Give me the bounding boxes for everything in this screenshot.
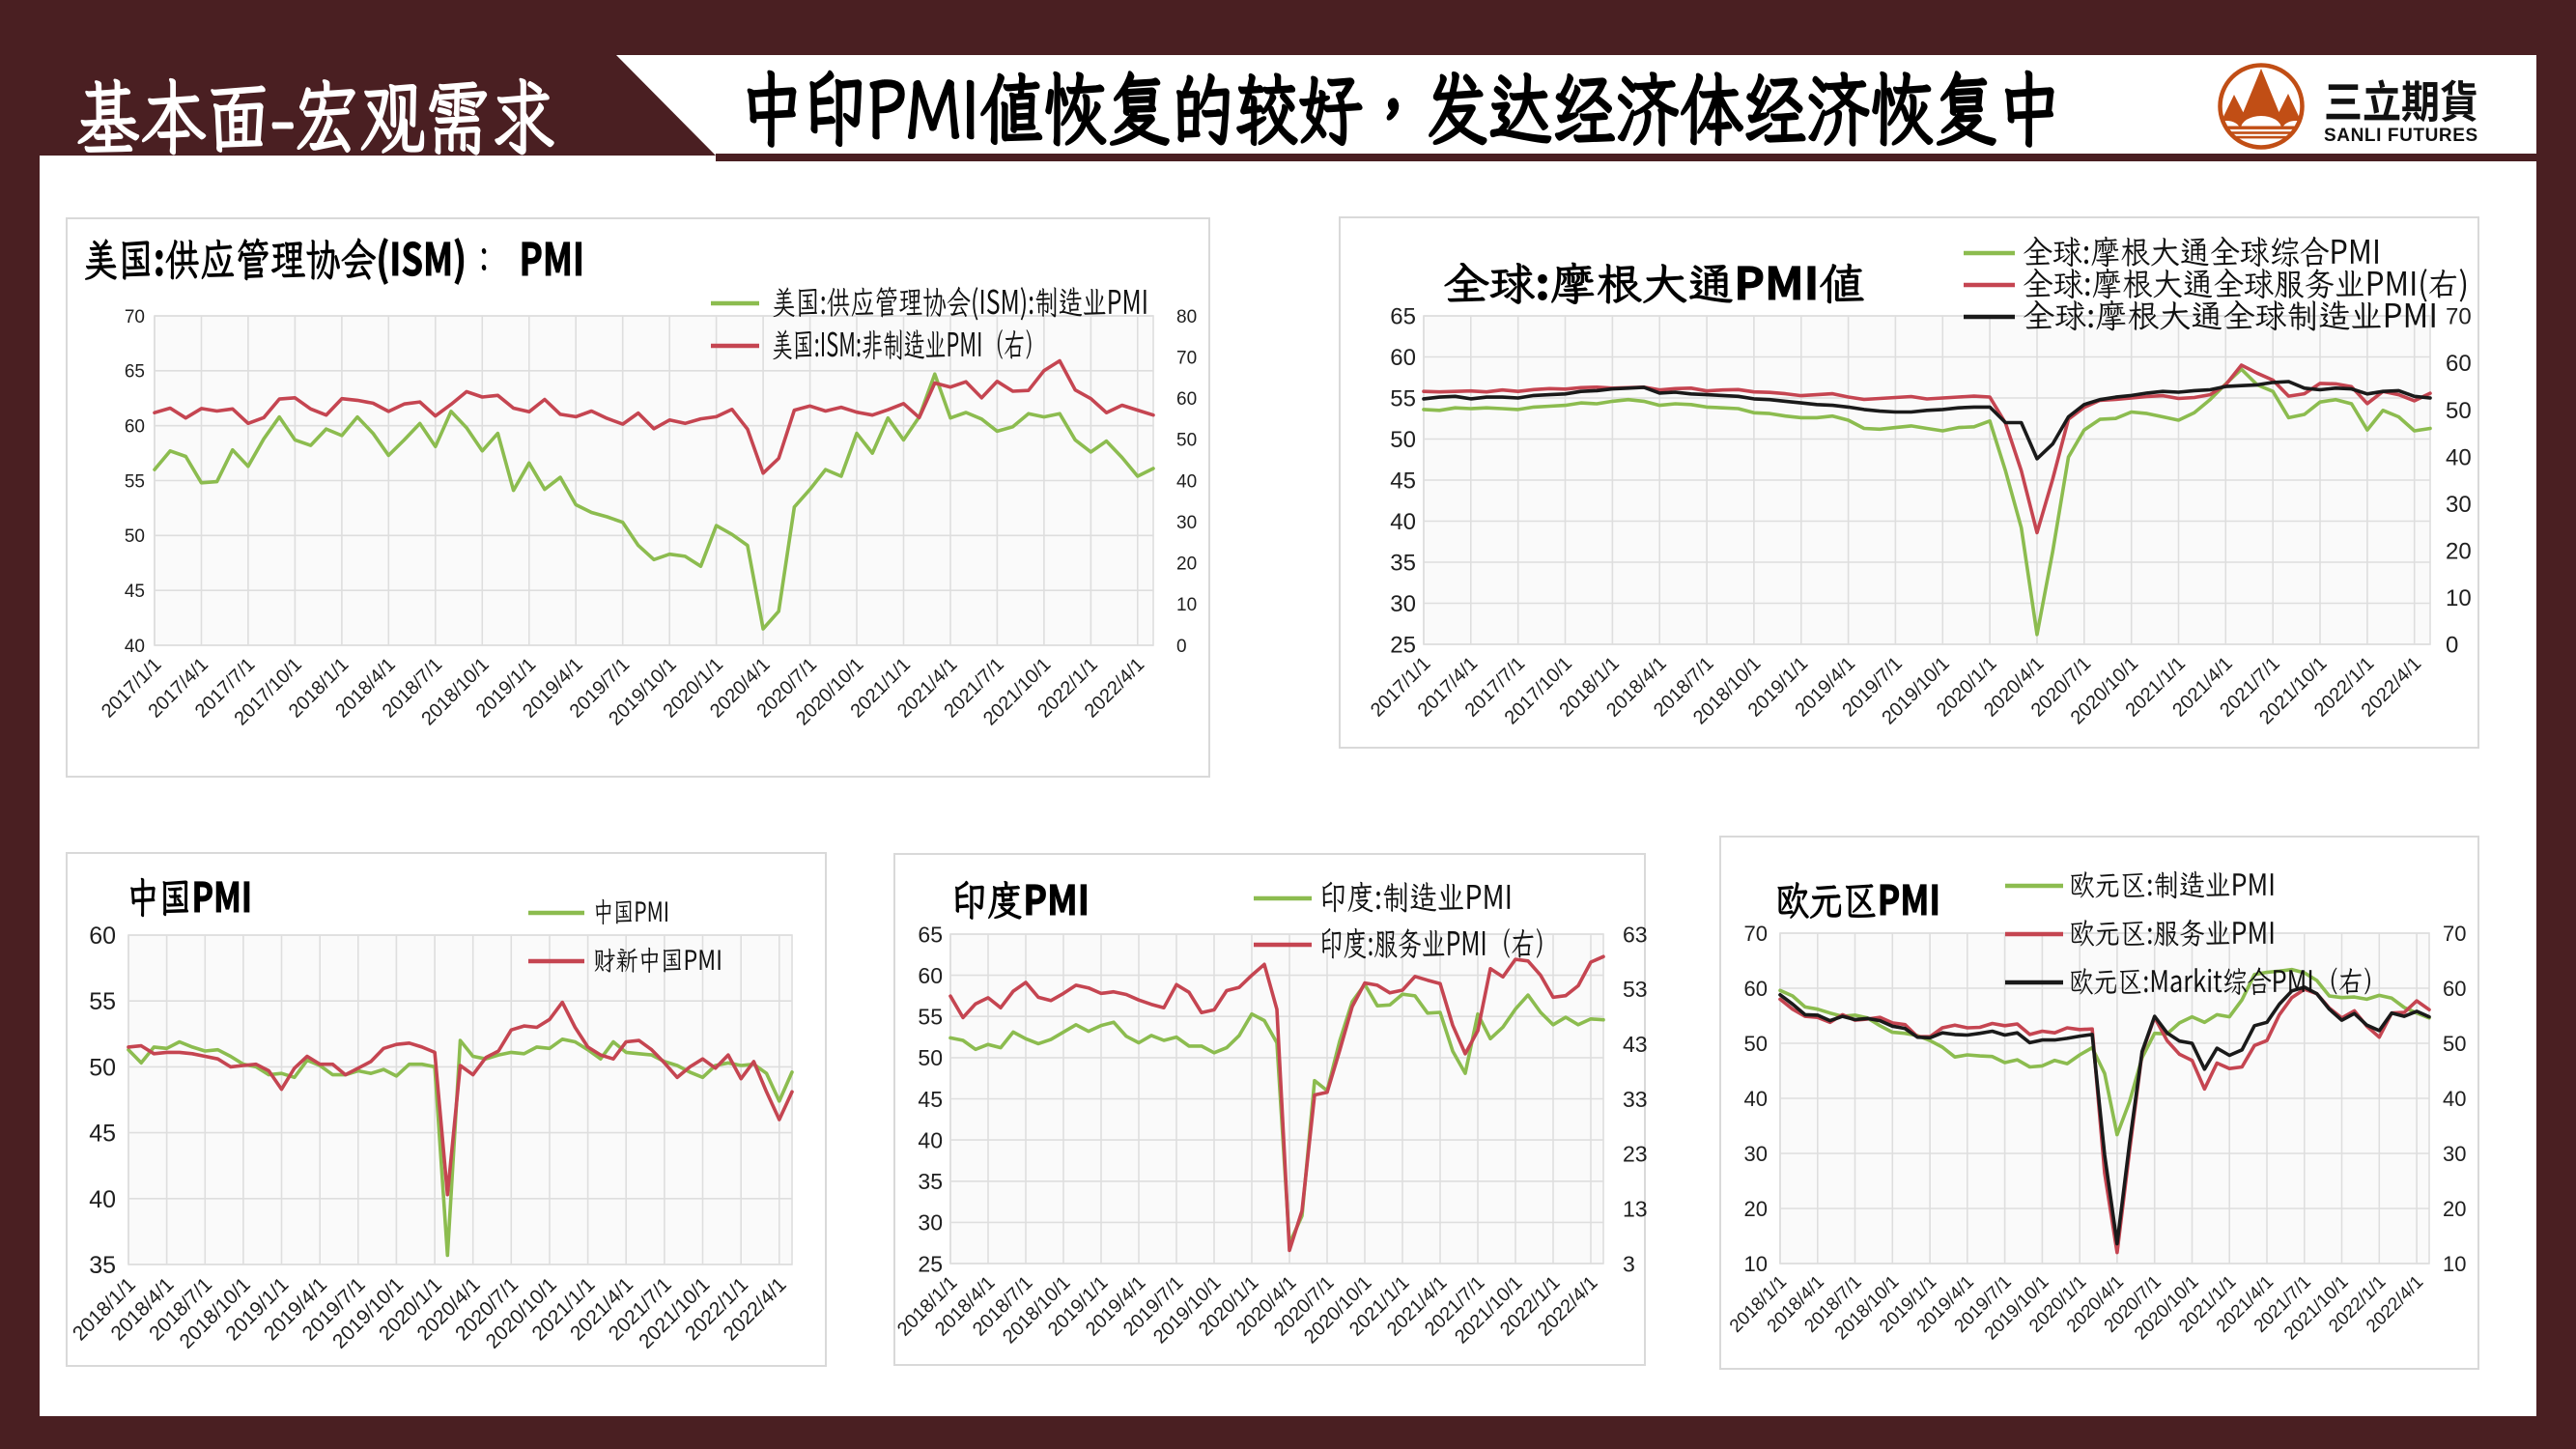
svg-text:60: 60 — [1744, 977, 1768, 1001]
svg-text:0: 0 — [2446, 633, 2458, 659]
svg-text:60: 60 — [2446, 351, 2472, 377]
svg-text:45: 45 — [1390, 469, 1416, 495]
svg-text:30: 30 — [2446, 492, 2472, 518]
svg-text:65: 65 — [1390, 304, 1416, 330]
svg-text:25: 25 — [918, 1251, 943, 1276]
svg-text:55: 55 — [1390, 386, 1416, 412]
svg-text:30: 30 — [2443, 1142, 2466, 1166]
svg-text:30: 30 — [918, 1210, 943, 1236]
svg-text:40: 40 — [918, 1127, 943, 1152]
svg-text:10: 10 — [2443, 1252, 2466, 1276]
svg-text:40: 40 — [2446, 444, 2472, 470]
svg-text:10: 10 — [1176, 595, 1197, 615]
svg-text:40: 40 — [1390, 509, 1416, 535]
svg-text:70: 70 — [1744, 922, 1768, 946]
svg-text:43: 43 — [1623, 1032, 1648, 1057]
svg-text:40: 40 — [2443, 1087, 2466, 1111]
svg-text:40: 40 — [1744, 1087, 1768, 1111]
svg-text:40: 40 — [89, 1186, 116, 1213]
svg-text:55: 55 — [918, 1005, 943, 1030]
svg-text:50: 50 — [1744, 1032, 1768, 1056]
svg-text:60: 60 — [918, 963, 943, 988]
svg-text:40: 40 — [1176, 471, 1197, 492]
svg-text:10: 10 — [2446, 585, 2472, 611]
svg-text:55: 55 — [125, 471, 145, 492]
svg-text:53: 53 — [1623, 977, 1648, 1002]
svg-text:60: 60 — [1176, 389, 1197, 410]
svg-text:30: 30 — [1744, 1142, 1768, 1166]
svg-text:50: 50 — [125, 526, 145, 547]
svg-text:70: 70 — [2443, 922, 2466, 946]
svg-text:SANLI FUTURES: SANLI FUTURES — [2324, 126, 2478, 146]
svg-text:0: 0 — [1176, 637, 1187, 657]
svg-text:50: 50 — [89, 1054, 116, 1081]
svg-text:63: 63 — [1623, 922, 1648, 947]
svg-text:10: 10 — [1744, 1252, 1768, 1276]
svg-text:20: 20 — [1744, 1197, 1768, 1221]
svg-text:80: 80 — [1176, 307, 1197, 327]
svg-text:45: 45 — [918, 1087, 943, 1112]
svg-text:30: 30 — [1390, 591, 1416, 617]
svg-text:20: 20 — [2446, 539, 2472, 565]
svg-text:20: 20 — [1176, 554, 1197, 575]
svg-text:50: 50 — [1176, 431, 1197, 451]
svg-text:50: 50 — [1390, 427, 1416, 453]
svg-text:60: 60 — [2443, 977, 2466, 1001]
svg-text:13: 13 — [1623, 1196, 1648, 1221]
svg-text:20: 20 — [2443, 1197, 2466, 1221]
svg-text:50: 50 — [918, 1045, 943, 1070]
svg-text:35: 35 — [918, 1169, 943, 1194]
svg-text:70: 70 — [125, 307, 145, 327]
svg-text:35: 35 — [1390, 551, 1416, 577]
svg-text:55: 55 — [89, 988, 116, 1015]
svg-text:30: 30 — [1176, 513, 1197, 533]
svg-text:33: 33 — [1623, 1087, 1648, 1112]
svg-text:45: 45 — [125, 582, 145, 602]
svg-text:60: 60 — [89, 923, 116, 950]
svg-text:70: 70 — [1176, 349, 1197, 369]
svg-text:50: 50 — [2446, 398, 2472, 424]
svg-text:40: 40 — [125, 637, 145, 657]
svg-text:25: 25 — [1390, 633, 1416, 659]
svg-text:50: 50 — [2443, 1032, 2466, 1056]
svg-text:60: 60 — [125, 417, 145, 438]
svg-text:3: 3 — [1623, 1251, 1635, 1276]
svg-text:35: 35 — [89, 1252, 116, 1279]
svg-text:65: 65 — [918, 922, 943, 947]
svg-text:65: 65 — [125, 362, 145, 383]
svg-text:60: 60 — [1390, 345, 1416, 371]
svg-text:70: 70 — [2446, 304, 2472, 330]
svg-text:23: 23 — [1623, 1142, 1648, 1167]
svg-text:45: 45 — [89, 1121, 116, 1148]
